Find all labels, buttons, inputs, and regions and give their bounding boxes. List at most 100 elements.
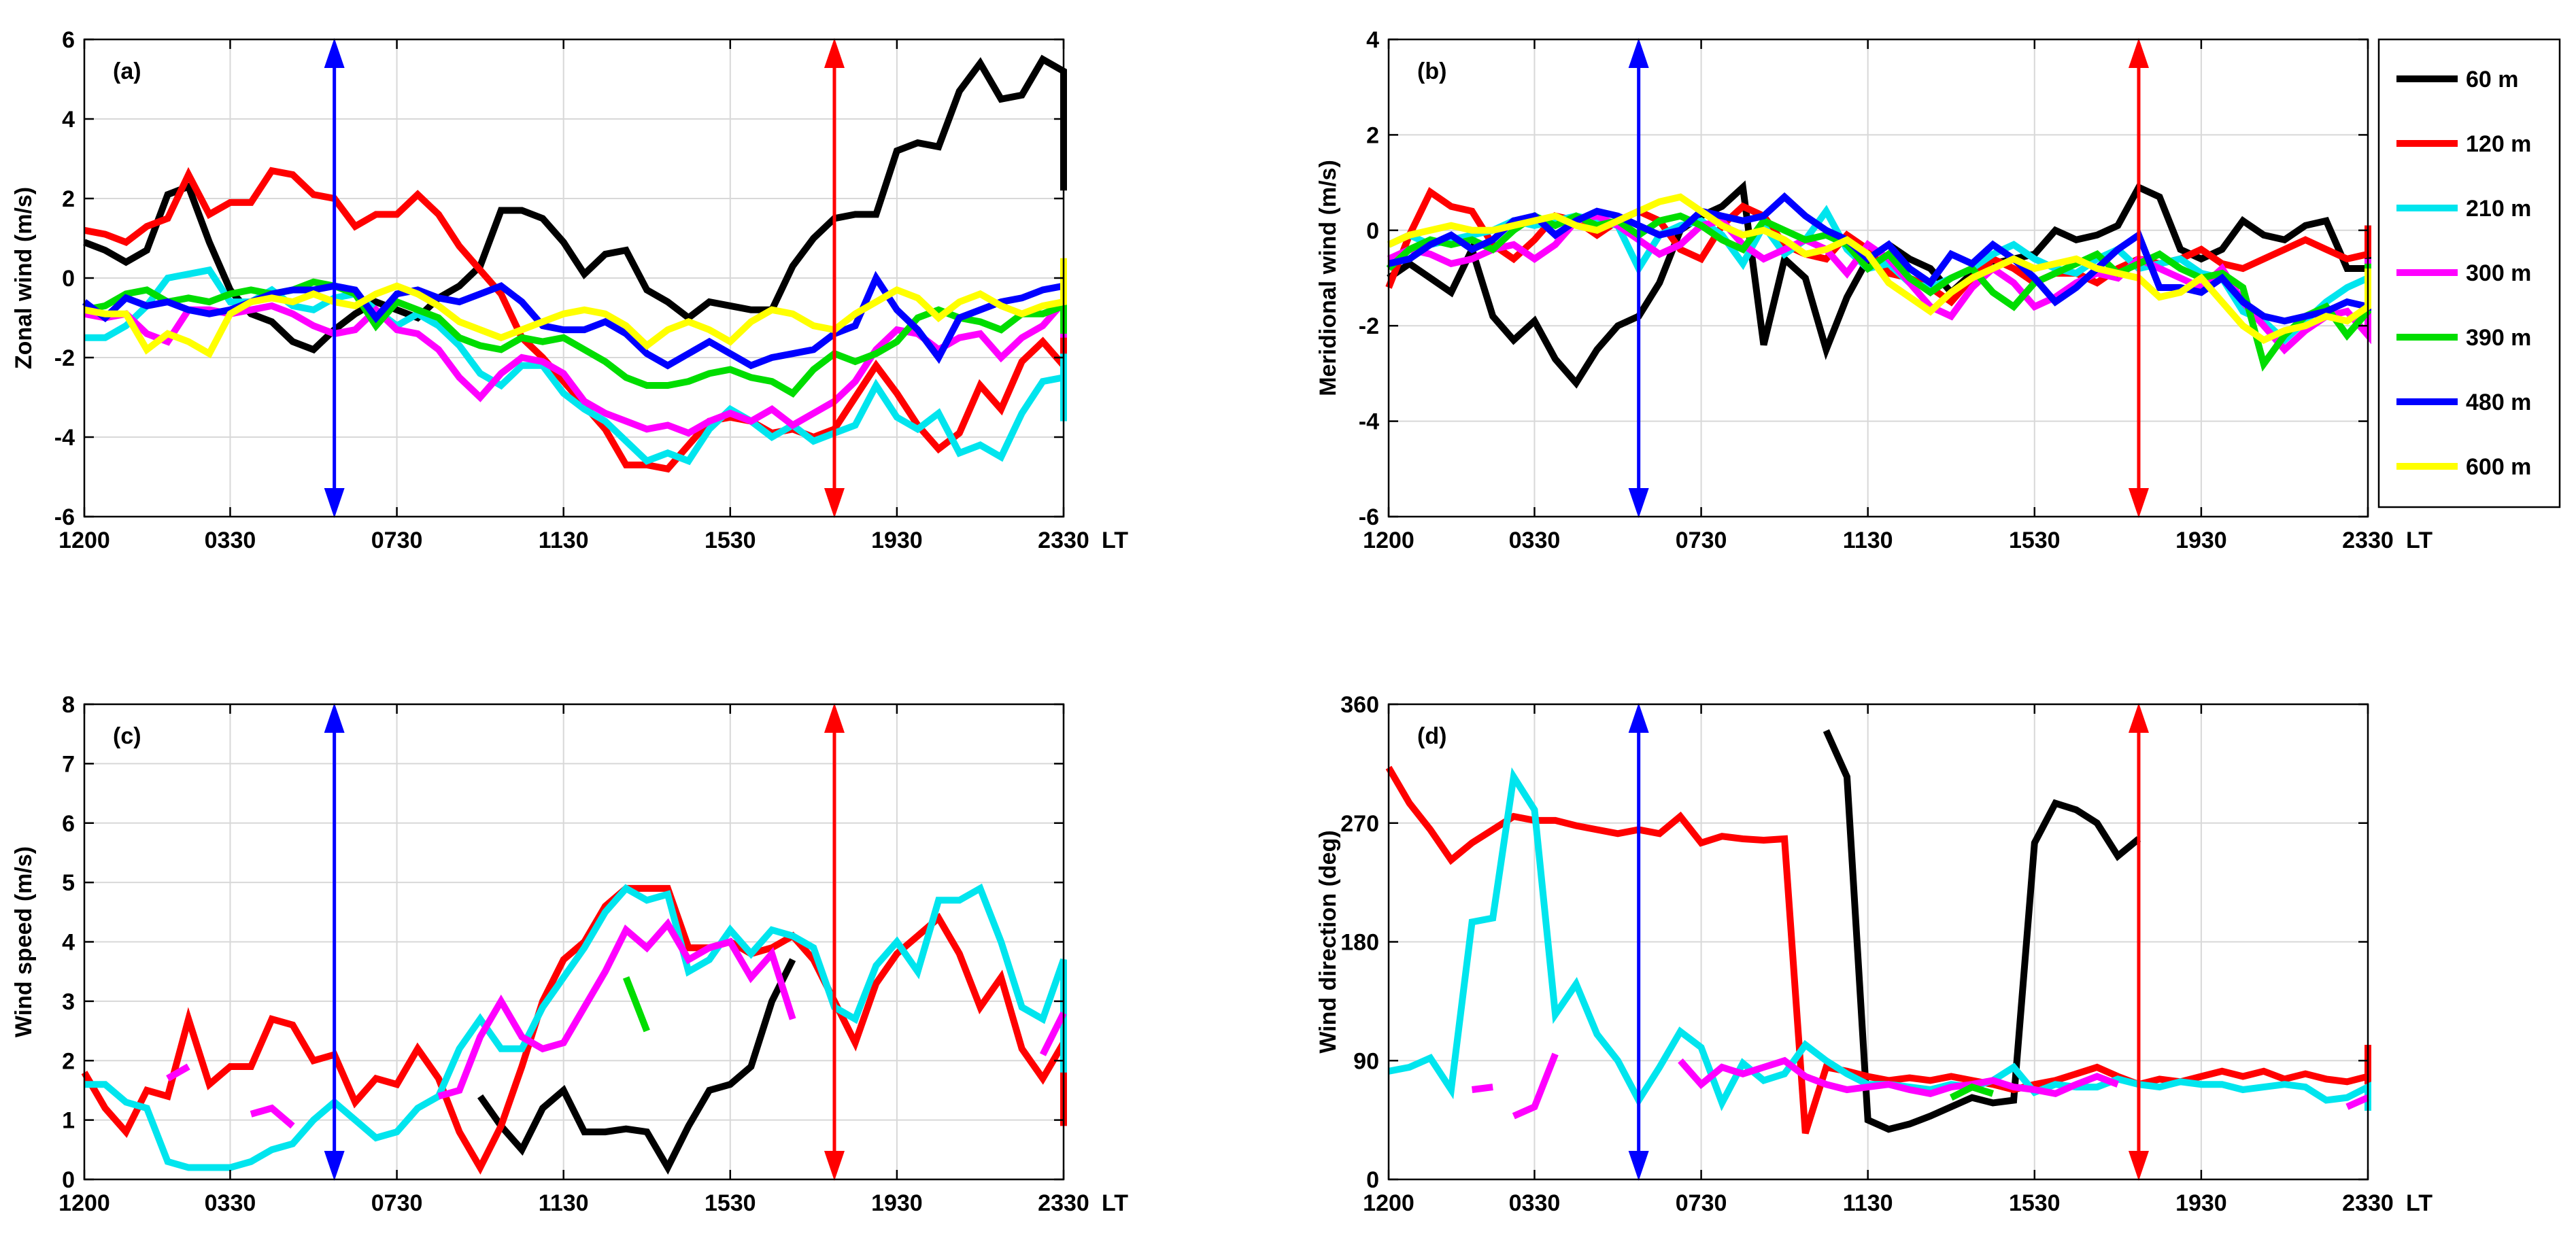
legend-label: 120 m <box>2466 131 2531 157</box>
x-tick-label: 0730 <box>371 528 423 553</box>
series-line-300m <box>166 1063 190 1082</box>
series-line-300m <box>2345 1094 2370 1110</box>
x-tick-label: 0330 <box>1509 1190 1561 1216</box>
series-line-300m <box>437 918 796 1100</box>
y-tick-label: 4 <box>62 107 75 133</box>
y-tick-label: 2 <box>1366 122 1379 148</box>
series-line-300m <box>250 1104 295 1129</box>
series-line-390m <box>622 976 650 1033</box>
x-unit-label: LT <box>2406 528 2433 553</box>
y-tick-label: 6 <box>62 27 75 53</box>
x-tick-label: 0730 <box>371 1190 423 1216</box>
marker-arrowhead-down <box>1628 488 1649 518</box>
panel-d: 0 90 180 270 360 1200 0330 0730 1130 1530 1930 2330… <box>1315 692 2433 1216</box>
series-line-390m <box>1949 1083 1995 1101</box>
x-tick-label: 1200 <box>1363 528 1414 553</box>
y-tick-label: -2 <box>1359 313 1379 339</box>
marker-arrowhead-up <box>1628 38 1649 68</box>
x-tick-label: 1530 <box>2009 1190 2061 1216</box>
marker-arrowhead-up <box>324 38 345 68</box>
panel-label: (d) <box>1417 723 1446 749</box>
y-tick-label: 0 <box>62 266 75 292</box>
x-tick-label: 1130 <box>539 1190 589 1216</box>
marker-arrowhead-up <box>824 703 845 733</box>
marker-arrowhead-down <box>2128 1151 2149 1181</box>
marker-arrowhead-up <box>824 38 845 68</box>
series-line-300m <box>1387 212 2371 355</box>
legend-label: 210 m <box>2466 196 2531 222</box>
marker-arrowhead-up <box>2128 38 2149 68</box>
x-tick-label: 2330 <box>1038 528 1089 553</box>
y-tick-label: -6 <box>1359 504 1379 530</box>
y-tick-label: -4 <box>1359 409 1379 435</box>
series-line-480m <box>1387 192 2371 325</box>
series-line-300m <box>1039 1012 1067 1056</box>
y-tick-label: 1 <box>62 1108 75 1134</box>
x-tick-label: 1200 <box>58 1190 110 1216</box>
x-tick-label: 1530 <box>705 528 756 553</box>
marker-arrowhead-up <box>1628 703 1649 733</box>
series-line-300m <box>1512 1052 1559 1120</box>
marker-arrowhead-down <box>824 488 845 518</box>
y-tick-label: 7 <box>62 751 75 777</box>
y-tick-label: 2 <box>62 186 75 212</box>
x-tick-label: 1130 <box>1843 1190 1893 1216</box>
series-line-600m <box>1387 193 2371 345</box>
y-tick-label: 5 <box>62 870 75 896</box>
y-tick-label: 0 <box>62 1167 75 1193</box>
y-tick-label: 2 <box>62 1048 75 1074</box>
legend: 60 m 120 m 210 m 300 m 390 m 480 m 600 m <box>2377 38 2561 508</box>
y-tick-label: 270 <box>1340 811 1379 837</box>
y-axis-title: Meridional wind (m/s) <box>1315 160 1341 396</box>
x-tick-label: 1200 <box>58 528 110 553</box>
x-tick-label: 0730 <box>1676 528 1727 553</box>
marker-arrowhead-down <box>1628 1151 1649 1181</box>
x-tick-label: 1930 <box>871 1190 923 1216</box>
series-line-300m <box>84 292 1067 437</box>
y-tick-label: 8 <box>62 692 75 718</box>
legend-label: 480 m <box>2466 390 2531 415</box>
marker-arrowhead-down <box>324 1151 345 1181</box>
panel-label: (c) <box>113 723 141 749</box>
series-line-390m <box>84 278 1067 398</box>
series-line-60m <box>1387 180 2371 389</box>
x-tick-label: 2330 <box>2342 528 2394 553</box>
x-tick-label: 1130 <box>539 528 589 553</box>
series-line-60m <box>477 958 796 1175</box>
y-tick-label: 3 <box>62 989 75 1015</box>
y-tick-label: -2 <box>54 345 75 371</box>
legend-label: 390 m <box>2466 325 2531 351</box>
marker-arrowhead-down <box>2128 488 2149 518</box>
series-line-60m <box>83 54 1067 354</box>
y-tick-label: -6 <box>54 504 75 530</box>
panel-label: (a) <box>113 58 141 84</box>
x-tick-label: 1930 <box>871 528 923 553</box>
x-unit-label: LT <box>2406 1190 2433 1216</box>
marker-arrowhead-down <box>824 1151 845 1181</box>
x-tick-label: 0730 <box>1676 1190 1727 1216</box>
panel-label: (b) <box>1417 58 1446 84</box>
y-tick-label: -4 <box>54 425 75 451</box>
y-tick-label: 90 <box>1353 1048 1379 1074</box>
axes-frame <box>1387 38 2369 518</box>
x-tick-label: 0330 <box>205 528 256 553</box>
x-tick-label: 1200 <box>1363 1190 1414 1216</box>
x-tick-label: 2330 <box>2342 1190 2394 1216</box>
series-line-300m <box>1678 1056 2120 1098</box>
panel-a: -6 -4 -2 0 2 4 6 1200 0330 0730 1130 1530 1930 2330 LT… <box>11 27 1128 553</box>
x-tick-label: 1930 <box>2175 528 2227 553</box>
series-line-60m <box>1823 729 2141 1133</box>
y-tick-label: 180 <box>1340 930 1379 956</box>
legend-label: 600 m <box>2466 454 2531 480</box>
legend-label: 300 m <box>2466 260 2531 286</box>
series-line-210m <box>84 883 1067 1171</box>
series-line-300m <box>1471 1084 1493 1093</box>
series-line-600m <box>84 258 1067 359</box>
panel-b: -6 -4 -2 0 2 4 1200 0330 0730 1130 1530 1930 2330 LT (… <box>1315 27 2433 553</box>
x-tick-label: 2330 <box>1038 1190 1089 1216</box>
y-tick-label: 360 <box>1340 692 1379 718</box>
y-tick-label: 4 <box>1366 27 1379 53</box>
x-tick-label: 1530 <box>2009 528 2061 553</box>
